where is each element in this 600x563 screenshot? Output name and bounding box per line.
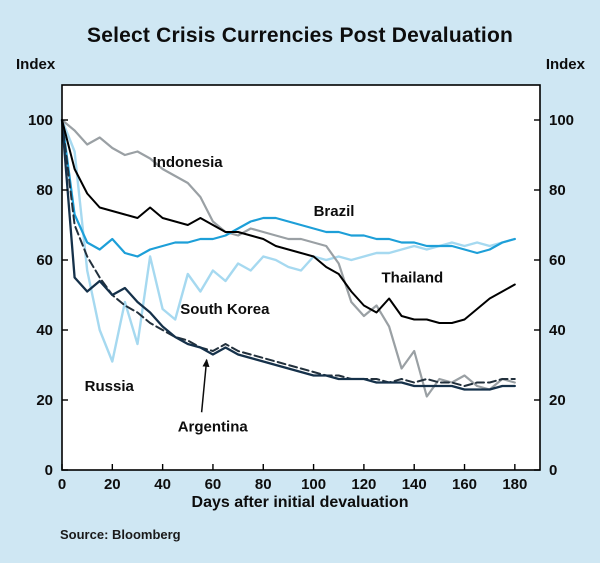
series-label-south-korea: South Korea [180, 301, 270, 318]
series-line-thailand [61, 119, 516, 324]
x-tick-label: 120 [351, 476, 376, 493]
series-label-indonesia: Indonesia [153, 154, 224, 171]
y-tick-label-left: 100 [28, 112, 53, 129]
plot-area-background [62, 85, 540, 470]
y-axis-label-left: Index [16, 56, 56, 73]
y-tick-label-right: 20 [549, 392, 566, 409]
chart-title: Select Crisis Currencies Post Devaluatio… [86, 24, 514, 47]
x-tick-label: 40 [154, 476, 171, 493]
argentina-annotation-arrow [200, 358, 210, 413]
x-tick-label: 100 [301, 476, 326, 493]
axis-ticks [61, 119, 540, 471]
series-label-brazil: Brazil [314, 203, 355, 220]
y-tick-label-right: 60 [549, 252, 566, 269]
source-note: Source: Bloomberg [60, 527, 181, 542]
plot-frame [61, 84, 541, 471]
x-tick-label: 80 [255, 476, 272, 493]
y-tick-label-right: 100 [549, 112, 574, 129]
x-tick-label: 180 [502, 476, 527, 493]
y-tick-label-left: 20 [36, 392, 53, 409]
series-label-thailand: Thailand [382, 270, 444, 287]
x-axis-title: Days after initial devaluation [191, 494, 409, 511]
y-tick-label-left: 40 [36, 322, 53, 339]
series-line-argentina [61, 119, 516, 387]
x-tick-label: 160 [452, 476, 477, 493]
y-tick-label-right: 40 [549, 322, 566, 339]
series-lines [60, 118, 516, 398]
y-tick-label-right: 0 [549, 462, 557, 479]
series-labels: Indonesia Brazil Thailand South Korea Russia… [85, 154, 444, 435]
x-tick-label: 0 [58, 476, 66, 493]
series-label-argentina: Argentina [178, 418, 249, 435]
series-line-indonesia [60, 118, 516, 398]
y-tick-label-left: 0 [45, 462, 53, 479]
y-tick-label-left: 60 [36, 252, 53, 269]
x-tick-label: 20 [104, 476, 121, 493]
series-line-brazil [60, 118, 516, 258]
y-axis-label-right: Index [545, 56, 585, 73]
series-line-russia [60, 118, 516, 391]
y-tick-label-left: 80 [36, 182, 53, 199]
x-tick-label: 60 [205, 476, 222, 493]
y-tick-label-right: 80 [549, 182, 566, 199]
series-label-russia: Russia [85, 378, 135, 395]
x-tick-label: 140 [402, 476, 427, 493]
